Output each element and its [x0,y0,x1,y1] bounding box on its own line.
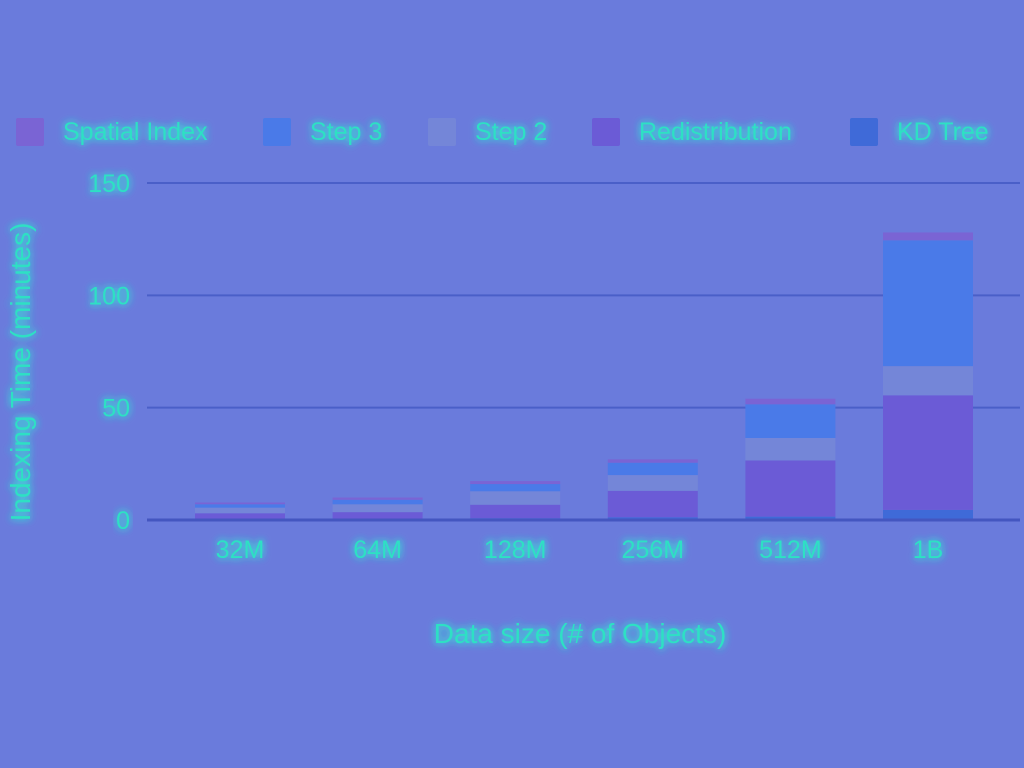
x-tick-label-32m: 32M [216,536,265,564]
bar-spatial-index-128m [470,481,561,485]
gridlines [147,182,1020,409]
bar-spatial-index-256m [607,459,698,463]
legend-swatch-step-3 [263,118,291,146]
x-tick-label-1b: 1B [913,536,944,564]
legend-swatch-redistribution [592,118,620,146]
legend-label-redistribution: Redistribution [639,118,792,146]
bar-spatial-index-32m [195,502,285,505]
bar-step-2-256m [607,475,698,491]
x-tick-label-256m: 256M [622,536,685,564]
x-axis-title: Data size (# of Objects) [434,618,727,649]
bar-redistribution-64m [332,512,423,519]
legend-label-step-2: Step 2 [475,118,547,146]
bar-redistribution-32m [195,513,285,520]
bar-step-3-256m [607,462,698,476]
y-tick-label-100: 100 [88,282,130,310]
bar-step-2-128m [470,491,561,505]
bar-step-2-1b [883,366,973,396]
y-axis-title: Indexing Time (minutes) [5,223,36,522]
x-tick-label-512m: 512M [759,536,822,564]
bar-redistribution-1b [883,395,973,510]
x-tick-label-128m: 128M [484,536,547,564]
bar-step-3-512m [745,404,836,438]
y-tick-labels: 0 50 100 150 [88,170,130,535]
bar-step-3-32m [195,504,285,508]
bar-step-2-32m [195,507,285,514]
bar-spatial-index-64m [332,497,423,500]
bar-step-2-512m [745,437,836,461]
legend-label-spatial-index: Spatial Index [63,118,208,146]
bar-kd-tree-512m [745,516,836,520]
bar-spatial-index-1b [883,232,973,241]
bars [195,232,973,520]
bar-redistribution-512m [745,460,836,517]
legend-swatch-step-2 [428,118,456,146]
bar-step-3-1b [883,240,973,367]
legend-swatch-spatial-index [16,118,44,146]
bar-redistribution-128m [470,504,561,519]
legend-label-step-3: Step 3 [310,118,382,146]
bar-step-3-128m [470,484,561,492]
bar-step-2-64m [332,504,423,513]
legend-swatch-kd-tree [850,118,878,146]
y-tick-label-50: 50 [102,395,130,423]
x-tick-label-64m: 64M [353,536,402,564]
x-tick-labels: 32M 64M 128M 256M 512M 1B [216,536,944,564]
y-tick-label-150: 150 [88,170,130,198]
y-tick-label-0: 0 [116,507,130,535]
bar-step-3-64m [332,499,423,505]
bar-kd-tree-1b [883,509,973,520]
bar-redistribution-256m [607,490,698,518]
legend: Spatial Index Step 3 Step 2 Redistribution K… [16,118,989,146]
bar-spatial-index-512m [745,398,836,405]
legend-label-kd-tree: KD Tree [897,118,989,146]
